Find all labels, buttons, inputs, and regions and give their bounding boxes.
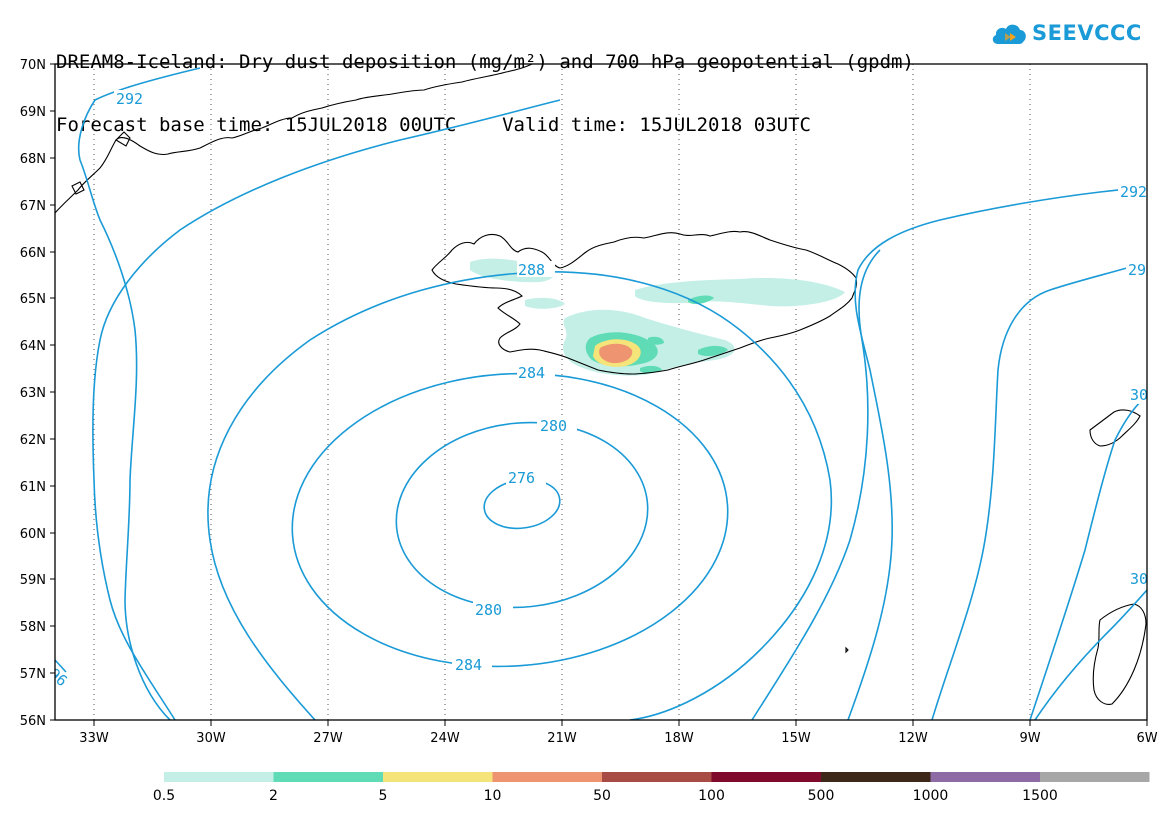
legend-label: 0.5: [153, 788, 175, 804]
lat-label: 69N: [20, 105, 46, 120]
legend-swatch: [383, 772, 493, 782]
contour-label-280-north: 280: [540, 417, 567, 435]
lat-label: 65N: [20, 292, 46, 307]
contour-label-96: 96: [45, 665, 70, 690]
contour-label-masks: [114, 90, 1147, 674]
lat-label: 64N: [20, 339, 46, 354]
lat-label: 60N: [20, 527, 46, 542]
lat-label: 62N: [20, 433, 46, 448]
lat-label: 67N: [20, 199, 46, 214]
longitude-axis: 33W 30W 27W 24W 21W 18W 15W 12W 9W 6W: [79, 720, 1158, 746]
geopotential-contours: [55, 67, 1147, 720]
legend-label: 1500: [1022, 788, 1058, 804]
legend-swatch: [164, 772, 274, 782]
contour-label-29: 29: [1128, 261, 1146, 279]
legend-swatch: [930, 772, 1040, 782]
contour-label-276: 276: [508, 469, 535, 487]
legend-label: 2: [269, 788, 278, 804]
grid-lines: [93, 64, 1031, 720]
contour-label-30-south: 30: [1130, 570, 1148, 588]
legend-label: 500: [808, 788, 835, 804]
lat-label: 61N: [20, 480, 46, 495]
lat-label: 68N: [20, 152, 46, 167]
contour-label-284-north: 284: [518, 364, 545, 382]
cloud-icon: [992, 24, 1026, 44]
seevccc-logo: SEEVCCC: [990, 20, 1142, 46]
legend-swatch: [492, 772, 602, 782]
contour-label-30-north: 30: [1130, 386, 1148, 404]
contour-label-292: 292: [116, 90, 143, 108]
lon-label: 21W: [547, 731, 577, 746]
map-title: DREAM8-Iceland: Dry dust deposition (mg/…: [56, 10, 914, 157]
lat-label: 56N: [20, 714, 46, 729]
legend-swatch: [821, 772, 931, 782]
legend-swatch: [273, 772, 383, 782]
lon-label: 12W: [898, 731, 928, 746]
lon-label: 33W: [79, 731, 109, 746]
lat-label: 58N: [20, 620, 46, 635]
legend-label: 10: [484, 788, 502, 804]
lon-label: 9W: [1019, 731, 1040, 746]
contour-label-280-south: 280: [475, 601, 502, 619]
logo-text: SEEVCCC: [1032, 21, 1142, 45]
lon-label: 6W: [1136, 731, 1157, 746]
coastlines: [55, 64, 1147, 705]
contour-label-284-south: 284: [455, 656, 482, 674]
lat-label: 70N: [20, 58, 46, 73]
legend-label: 1000: [913, 788, 949, 804]
lon-label: 15W: [781, 731, 811, 746]
lat-label: 66N: [20, 246, 46, 261]
lat-label: 63N: [20, 386, 46, 401]
lon-label: 18W: [664, 731, 694, 746]
legend-label: 5: [379, 788, 388, 804]
dust-deposition-field: [470, 258, 845, 376]
title-line-1: DREAM8-Iceland: Dry dust deposition (mg/…: [56, 51, 914, 73]
legend-swatch: [602, 772, 712, 782]
legend-label: 100: [698, 788, 725, 804]
lat-label: 57N: [20, 667, 46, 682]
map-frame: [54, 63, 1148, 721]
contour-label-288: 288: [518, 261, 545, 279]
lat-label: 59N: [20, 573, 46, 588]
lon-label: 30W: [196, 731, 226, 746]
color-legend: 0.5 2 5 10 50 100 500 1000 1500: [153, 772, 1150, 804]
legend-swatch: [711, 772, 821, 782]
lon-label: 24W: [430, 731, 460, 746]
contour-label-292-east: 292: [1120, 183, 1147, 201]
title-line-2: Forecast base time: 15JUL2018 00UTC Vali…: [56, 114, 811, 136]
latitude-axis: 70N 69N 68N 67N 66N 65N 64N 63N 62N 61N …: [20, 58, 55, 729]
lon-label: 27W: [313, 731, 343, 746]
legend-label: 50: [593, 788, 611, 804]
legend-swatch: [1040, 772, 1150, 782]
